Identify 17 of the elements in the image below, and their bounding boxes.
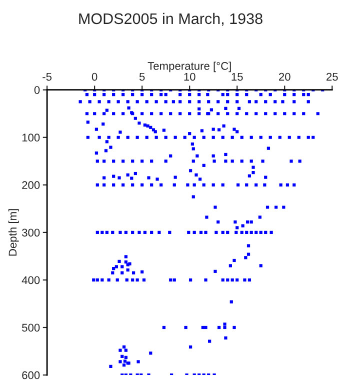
y-tick-label: 500 — [22, 324, 40, 332]
y-axis-title: Depth [m] — [8, 209, 19, 256]
x-tick-label: 0 — [92, 72, 98, 81]
y-tick-label: 400 — [22, 276, 40, 284]
x-tick-label: 15 — [232, 72, 243, 81]
y-tick-label: 600 — [22, 371, 40, 380]
x-tick-label: -5 — [42, 72, 52, 81]
x-tick-label: 25 — [326, 72, 338, 81]
x-tick-label: 20 — [279, 72, 290, 81]
y-tick-label: 300 — [22, 228, 40, 237]
y-tick-label: 200 — [22, 181, 40, 190]
chart-title: MODS2005 in March, 1938 — [79, 12, 262, 26]
x-axis-title: Temperature [°C] — [148, 62, 231, 72]
y-tick-label: 0 — [34, 86, 40, 94]
x-tick-label: 10 — [184, 72, 196, 81]
y-tick-label: 100 — [22, 134, 40, 142]
x-tick-label: 5 — [139, 72, 145, 81]
